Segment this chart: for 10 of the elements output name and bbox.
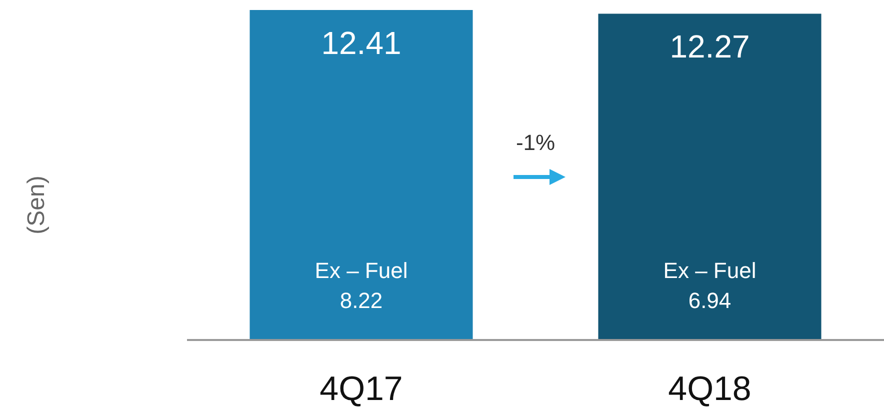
x-tick-label: 4Q17 xyxy=(320,370,403,408)
x-tick-label: 4Q18 xyxy=(668,370,752,408)
annotation: 6.94 xyxy=(688,288,732,313)
annotation: Ex – Fuel xyxy=(314,258,408,283)
data-label: 12.27 xyxy=(670,28,750,65)
annotation: Ex – Fuel xyxy=(663,258,756,283)
text: (Sen) xyxy=(23,176,50,234)
data-label: 12.41 xyxy=(321,25,402,61)
annotation: -1% xyxy=(516,130,556,155)
annotation: 8.22 xyxy=(340,288,383,313)
